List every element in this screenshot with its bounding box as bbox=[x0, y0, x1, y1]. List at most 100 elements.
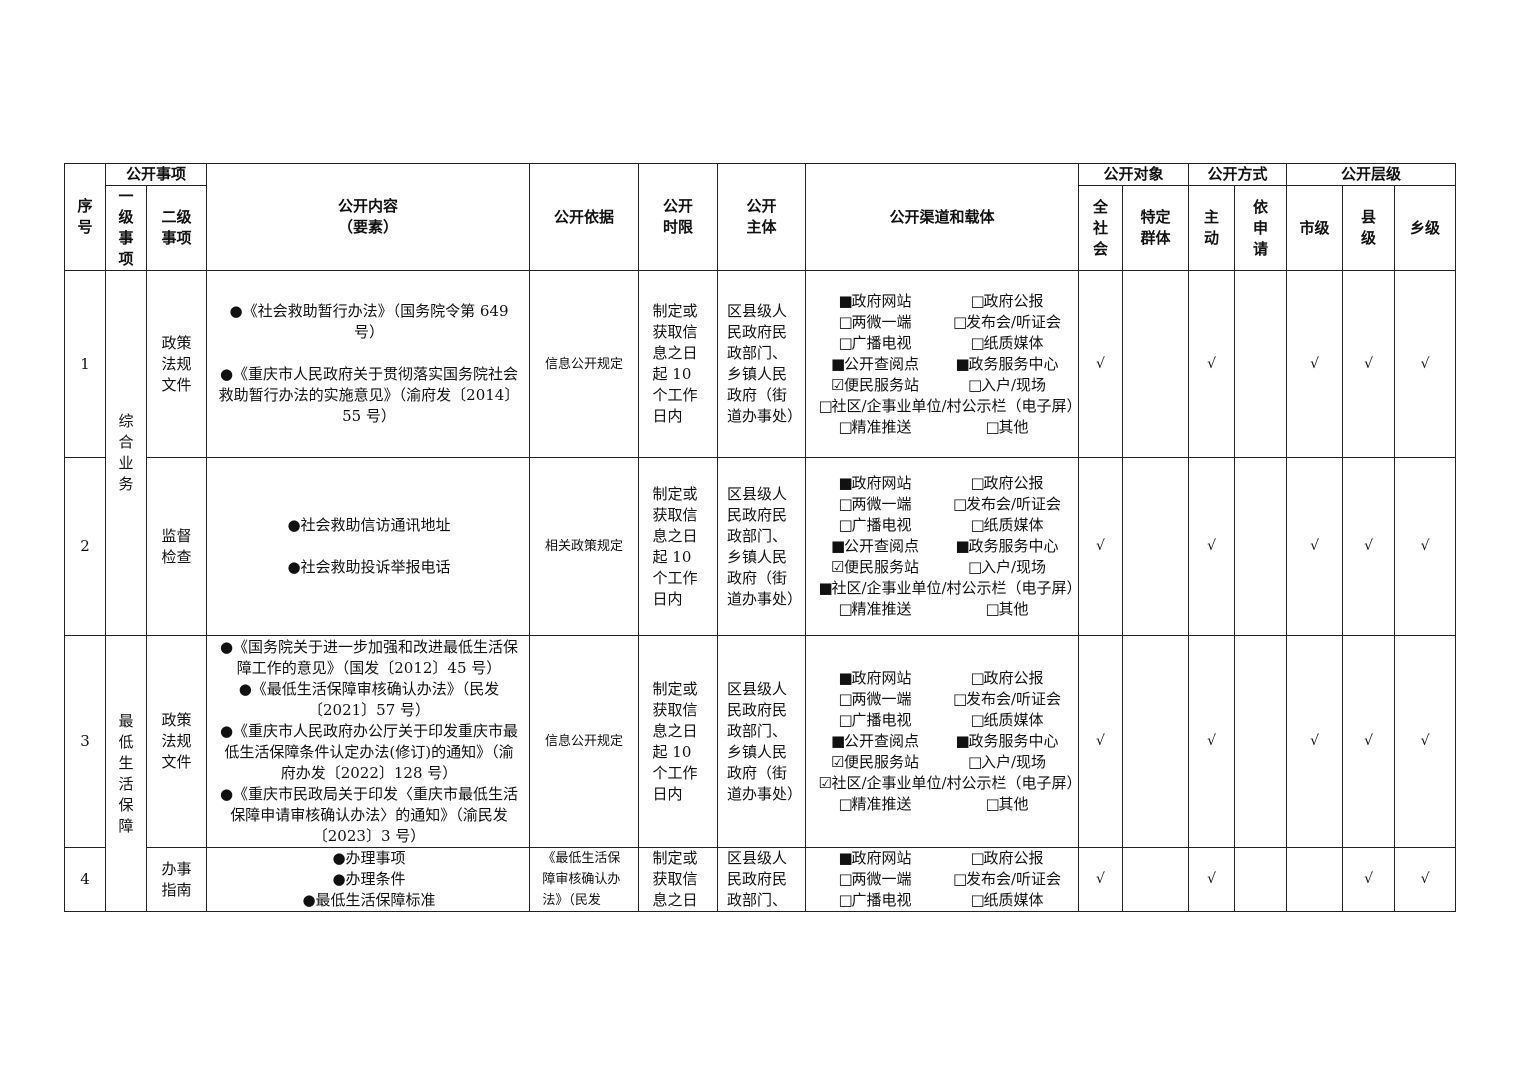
channel-option[interactable]: □发布会/听证会 bbox=[932, 312, 1078, 333]
channel-option[interactable]: ■政府网站 bbox=[818, 473, 932, 494]
channel-option[interactable]: ■政务服务中心 bbox=[932, 354, 1078, 375]
table-row: 3 最低生活保障 政策法规文件 ●《国务院关于进一步加强和改进最低生活保障工作的意见》… bbox=[64, 635, 1457, 912]
header-subject: 公开主体 bbox=[717, 163, 807, 271]
level-city-cell: √ bbox=[1286, 635, 1344, 848]
channel-option[interactable]: □纸质媒体 bbox=[932, 890, 1078, 910]
channel-option[interactable]: □广播电视 bbox=[818, 333, 932, 354]
channel-option[interactable]: □其他 bbox=[932, 794, 1078, 815]
empty-box-icon: □ bbox=[838, 417, 853, 436]
channel-option[interactable]: □发布会/听证会 bbox=[932, 494, 1078, 515]
mode-active-cell: √ bbox=[1188, 270, 1236, 458]
level2-label: 办事指南 bbox=[161, 859, 192, 899]
channel-option[interactable]: □广播电视 bbox=[818, 515, 932, 536]
content-item: ●办理事项 bbox=[332, 849, 406, 867]
channel-option[interactable]: ■政务服务中心 bbox=[932, 536, 1078, 557]
content-cell: ●《社会救助暂行办法》（国务院令第 649 号） ●《重庆市人民政府关于贯彻落实国… bbox=[206, 270, 531, 458]
target-all-cell: √ bbox=[1078, 270, 1124, 458]
channel-label: 政府网站 bbox=[851, 669, 912, 687]
channel-option[interactable]: □两微一端 bbox=[818, 312, 932, 333]
channel-option[interactable]: □精准推送 bbox=[818, 417, 932, 438]
channel-option[interactable]: □两微一端 bbox=[818, 869, 932, 890]
channel-option[interactable]: ■公开查阅点 bbox=[818, 536, 932, 557]
channel-label: 其他 bbox=[998, 417, 1029, 436]
channel-label: 其他 bbox=[998, 795, 1029, 813]
mode-request-cell bbox=[1234, 635, 1288, 848]
level1-item: 最低生活保障 bbox=[105, 635, 147, 912]
channel-label: 两微一端 bbox=[851, 870, 912, 888]
channel-option[interactable]: ■政府网站 bbox=[818, 668, 932, 689]
channel-option[interactable]: ☑便民服务站 bbox=[818, 557, 932, 578]
time-limit-cell: 制定或获取信息之日起 10 个工作日内 bbox=[638, 457, 719, 636]
header-level1: 一级事项 bbox=[105, 185, 147, 271]
channel-option[interactable]: ■政务服务中心 bbox=[932, 731, 1078, 752]
channel-option[interactable]: ☑社区/企事业单位/村公示栏（电子屏） bbox=[818, 773, 1077, 794]
channel-option[interactable]: □发布会/听证会 bbox=[932, 869, 1078, 890]
empty-box-icon: □ bbox=[985, 600, 1000, 618]
target-specific-cell bbox=[1122, 270, 1190, 458]
channel-label: 两微一端 bbox=[851, 312, 912, 331]
channels-cell: ■政府网站 □政府公报 □两微一端 □发布会/听证会 □广播电视 □纸质媒体 ■公开查阅点 ■… bbox=[805, 457, 1080, 636]
filled-square-icon: ■ bbox=[831, 537, 846, 555]
mode-active-cell: √ bbox=[1188, 635, 1236, 848]
channels-cell: ■政府网站 □政府公报 □两微一端 □发布会/听证会 □广播电视 □纸质媒体 ■公开查阅点 ■… bbox=[805, 270, 1080, 458]
channel-label: 精准推送 bbox=[851, 795, 912, 813]
channel-option[interactable]: □发布会/听证会 bbox=[932, 689, 1078, 710]
channel-label: 便民服务站 bbox=[844, 558, 920, 576]
channel-option[interactable]: □其他 bbox=[932, 417, 1078, 438]
channel-option[interactable]: □广播电视 bbox=[818, 710, 932, 731]
channel-option[interactable]: ■公开查阅点 bbox=[818, 354, 932, 375]
channel-option[interactable]: □社区/企事业单位/村公示栏（电子屏） bbox=[818, 396, 1077, 417]
channel-option[interactable]: □精准推送 bbox=[818, 794, 932, 815]
channel-option[interactable]: □政府公报 bbox=[932, 668, 1078, 689]
content-cell: ●社会救助信访通讯地址 ●社会救助投诉举报电话 bbox=[206, 457, 531, 636]
content-item: ●《国务院关于进一步加强和改进最低生活保障工作的意见》（国发〔2012〕45 号… bbox=[219, 637, 519, 677]
row-seq: 3 bbox=[64, 635, 106, 848]
basis-text: 信息公开规定 bbox=[545, 356, 624, 372]
channel-option[interactable]: ☑便民服务站 bbox=[818, 752, 932, 773]
level-county-cell: √ bbox=[1342, 847, 1396, 912]
empty-box-icon: □ bbox=[952, 690, 968, 708]
channel-label: 两微一端 bbox=[851, 690, 912, 708]
channel-option[interactable]: □两微一端 bbox=[818, 494, 932, 515]
channel-option[interactable]: □入户/现场 bbox=[932, 752, 1078, 773]
channel-option[interactable]: □两微一端 bbox=[818, 689, 932, 710]
channel-option[interactable]: ■社区/企事业单位/村公示栏（电子屏） bbox=[818, 578, 1079, 599]
channel-option[interactable]: ■政府网站 bbox=[818, 849, 932, 870]
level-county-cell: √ bbox=[1342, 457, 1396, 636]
content-item: ●《重庆市人民政府关于贯彻落实国务院社会救助暂行办法的实施意见》（渝府发〔201… bbox=[218, 365, 520, 425]
empty-box-icon: □ bbox=[838, 312, 853, 331]
mode-request-cell bbox=[1234, 847, 1288, 912]
channel-label: 发布会/听证会 bbox=[965, 312, 1062, 331]
channel-option[interactable]: □政府公报 bbox=[932, 291, 1078, 312]
filled-square-icon: ■ bbox=[955, 354, 970, 373]
mode-request-cell bbox=[1234, 457, 1288, 636]
channel-option[interactable]: □入户/现场 bbox=[932, 557, 1078, 578]
channel-option[interactable]: □其他 bbox=[932, 599, 1078, 620]
level-town-cell: √ bbox=[1394, 457, 1457, 636]
channel-list: ■政府网站 □政府公报 □两微一端 □发布会/听证会 □广播电视 □纸质媒体 bbox=[818, 849, 1078, 911]
channel-option[interactable]: ■政府网站 bbox=[818, 291, 932, 312]
channel-option[interactable]: □入户/现场 bbox=[932, 375, 1078, 396]
subject-cell: 区县级人民政府民政部门、乡镇人民政府（街道办事处） bbox=[717, 635, 807, 848]
channel-label: 社区/企事业单位/村公示栏（电子屏） bbox=[831, 579, 1079, 597]
empty-box-icon: □ bbox=[970, 516, 985, 534]
channel-label: 便民服务站 bbox=[844, 753, 920, 771]
channel-option[interactable]: ■公开查阅点 bbox=[818, 731, 932, 752]
channel-option[interactable]: □政府公报 bbox=[932, 473, 1078, 494]
empty-box-icon: □ bbox=[970, 669, 985, 687]
basis-cell: 《最低生活保障审核确认办法》（民发 bbox=[529, 847, 640, 912]
level2-item: 办事指南 bbox=[145, 847, 208, 912]
channel-label: 公开查阅点 bbox=[844, 732, 920, 750]
channel-option[interactable]: □纸质媒体 bbox=[932, 515, 1078, 536]
header-level-town: 乡级 bbox=[1394, 185, 1457, 271]
channel-option[interactable]: □政府公报 bbox=[932, 849, 1078, 870]
channel-option[interactable]: □纸质媒体 bbox=[932, 710, 1078, 731]
filled-square-icon: ■ bbox=[955, 732, 970, 750]
channel-option[interactable]: □精准推送 bbox=[818, 599, 932, 620]
empty-box-icon: □ bbox=[952, 312, 968, 331]
channel-option[interactable]: □纸质媒体 bbox=[932, 333, 1078, 354]
channel-option[interactable]: □广播电视 bbox=[818, 890, 932, 910]
channel-option[interactable]: ☑便民服务站 bbox=[818, 375, 932, 396]
header-target-all: 全社会 bbox=[1078, 185, 1124, 271]
channel-label: 政务服务中心 bbox=[968, 537, 1059, 555]
